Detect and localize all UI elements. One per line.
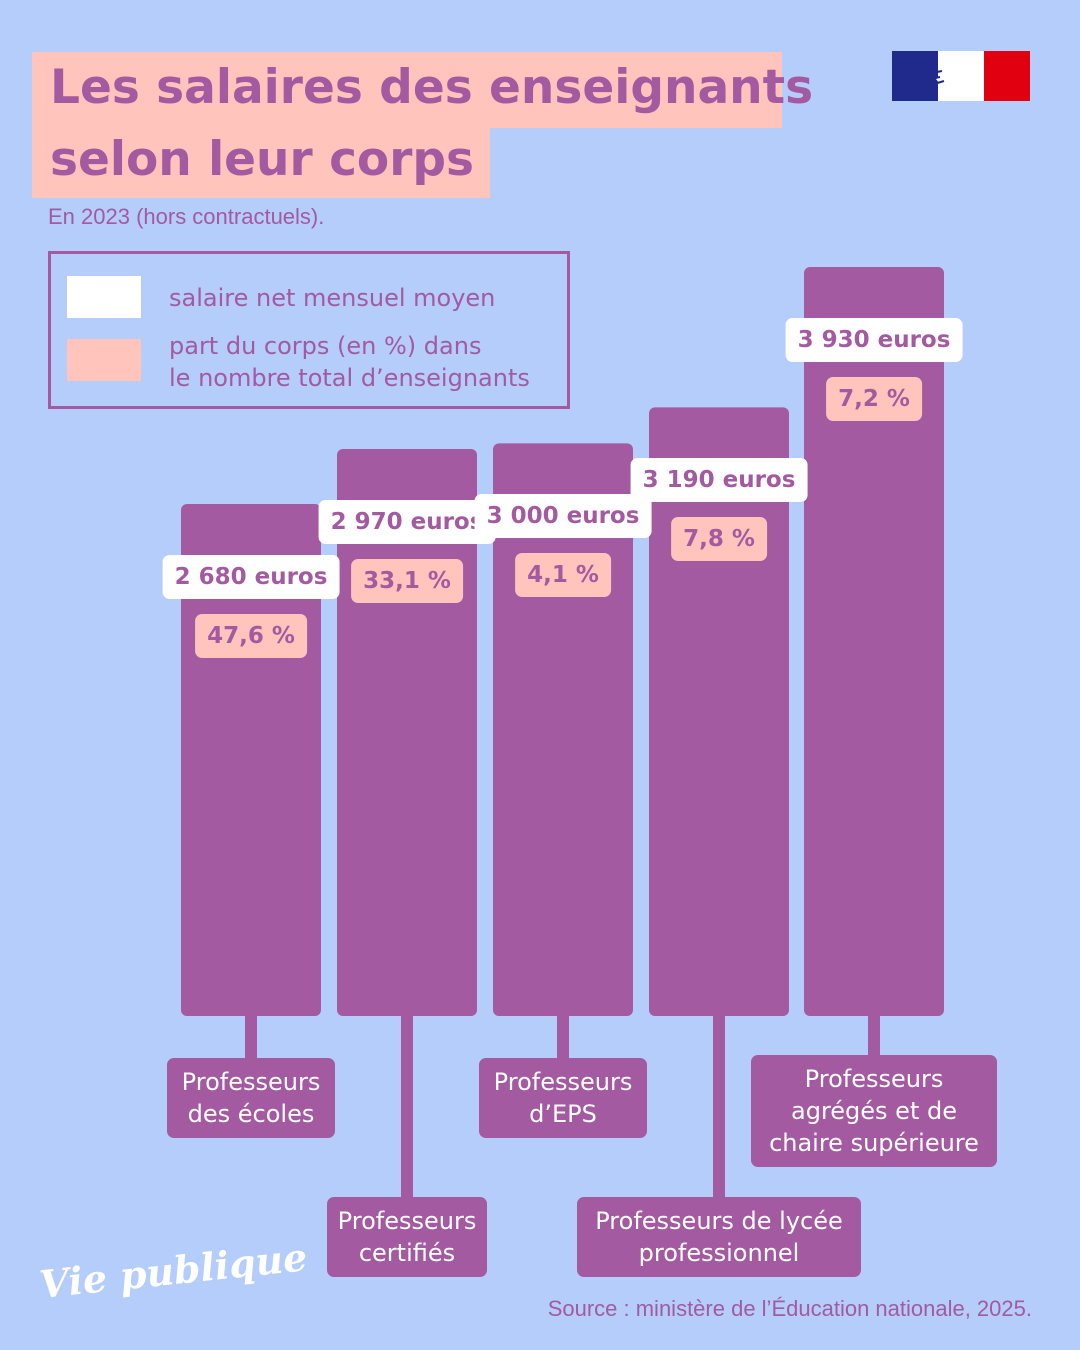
category-label-line: d’EPS	[529, 1100, 597, 1128]
legend-swatch-salary	[67, 276, 141, 318]
share-label-professeurs-de-lycee-professionnel: 7,8 %	[671, 517, 767, 562]
legend-label-salary: salaire net mensuel moyen	[169, 284, 496, 312]
category-label-line: des écoles	[187, 1100, 315, 1128]
salary-label-professeurs-des-ecoles: 2 680 euros	[162, 555, 340, 599]
salary-label-professeurs-agreges-et-de-chaire-superieure: 3 930 euros	[785, 318, 963, 363]
category-label-line: professionnel	[638, 1239, 800, 1267]
title-line-1: Les salaires des enseignants	[32, 52, 813, 128]
category-label-professeurs-agreges-et-de-chaire-superieure: Professeurs agrégés et de chaire supérieur…	[751, 1055, 997, 1167]
leader-line-professeurs-certifies	[401, 1012, 413, 1201]
share-label-professeurs-certifies: 33,1 %	[351, 559, 463, 604]
salary-label-professeurs-d-eps: 3 000 euros	[474, 494, 652, 539]
subtitle: En 2023 (hors contractuels).	[48, 204, 325, 229]
share-label-professeurs-agreges-et-de-chaire-superieure: 7,2 %	[826, 377, 922, 422]
salary-label-professeurs-certifies: 2 970 euros	[318, 500, 496, 545]
category-label-line: chaire supérieure	[769, 1129, 979, 1157]
legend-label-share-line2: le nombre total d’enseignants	[169, 364, 530, 392]
category-label-line: Professeurs de lycée	[595, 1207, 843, 1235]
category-label-line: Professeurs	[493, 1068, 633, 1096]
leader-line-professeurs-des-ecoles	[245, 1012, 257, 1062]
category-label-professeurs-d-eps: Professeurs d’EPS	[479, 1058, 647, 1138]
republique-francaise-logo	[892, 51, 1030, 101]
category-label-professeurs-certifies: Professeurs certifiés	[327, 1197, 487, 1277]
share-label-professeurs-d-eps: 4,1 %	[515, 553, 611, 598]
category-label-professeurs-des-ecoles: Professeurs des écoles	[167, 1058, 335, 1138]
category-label-line: certifiés	[358, 1239, 456, 1267]
source-note: Source : ministère de l’Éducation nation…	[547, 1296, 1032, 1321]
bar-professeurs-agreges-et-de-chaire-superieure	[804, 267, 944, 1016]
category-label-line: Professeurs	[181, 1068, 321, 1096]
share-label-professeurs-des-ecoles: 47,6 %	[195, 614, 307, 658]
leader-line-professeurs-agreges-et-de-chaire-superieure	[868, 1012, 880, 1059]
salary-label-professeurs-de-lycee-professionnel: 3 190 euros	[630, 458, 808, 503]
legend-label-share-line1: part du corps (en %) dans	[169, 332, 482, 360]
category-label-professeurs-de-lycee-professionnel: Professeurs de lycée professionnel	[577, 1197, 861, 1277]
category-label-line: Professeurs	[337, 1207, 477, 1235]
leader-line-professeurs-d-eps	[557, 1012, 569, 1062]
leader-line-professeurs-de-lycee-professionnel	[713, 1012, 725, 1201]
category-label-line: agrégés et de	[791, 1097, 957, 1125]
legend-swatch-share	[67, 339, 141, 381]
title-line-2: selon leur corps	[32, 124, 490, 198]
legend: salaire net mensuel moyen part du corps …	[48, 251, 570, 409]
category-label-line: Professeurs	[804, 1065, 944, 1093]
